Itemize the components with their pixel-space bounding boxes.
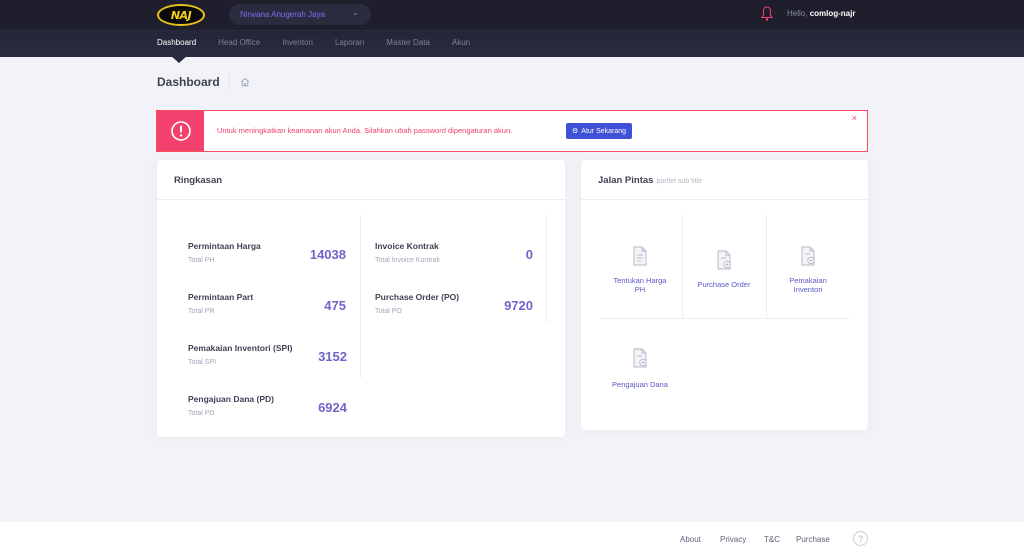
stat-value: 9720: [504, 298, 533, 313]
summary-divider-right: [546, 215, 547, 323]
shortcut-divider: [766, 215, 767, 318]
footer-tnc-link[interactable]: T&C: [764, 535, 780, 544]
title-separator: [229, 72, 230, 92]
user-greeting[interactable]: Hello, comlog-najr: [787, 9, 855, 18]
alert-icon-box: [157, 111, 204, 151]
stat-value: 3152: [318, 349, 347, 364]
summary-card: Ringkasan Permintaan Harga Total PH 1403…: [157, 160, 565, 437]
set-now-label: Atur Sekarang: [581, 127, 627, 135]
company-select-value: Nirwana Anugerah Jaya: [240, 10, 325, 19]
set-now-button[interactable]: ⚙ Atur Sekarang: [566, 123, 633, 139]
stat-sub: Total PR: [188, 308, 215, 315]
stat-pemakaian-inventori[interactable]: Pemakaian Inventori (SPI) Total SPI 3152: [188, 343, 347, 371]
shortcut-label: Pengajuan Dana: [598, 380, 682, 389]
shortcuts-title: Jalan Pintas portlet sub title: [598, 175, 702, 186]
stat-invoice-kontrak[interactable]: Invoice Kontrak Total Invoice Kontrak 0: [375, 241, 533, 269]
chevron-down-icon: ⌄: [352, 8, 359, 17]
shortcut-label: Tentukan Harga PH: [598, 276, 682, 294]
nav-head-office[interactable]: Head Office: [218, 38, 261, 47]
shortcut-label-line1: Purchase Order: [697, 280, 751, 289]
document-add-icon: [717, 250, 731, 270]
stat-label: Pengajuan Dana (PD): [188, 394, 274, 404]
shortcut-label: Purchase Order: [682, 280, 766, 289]
summary-title: Ringkasan: [174, 175, 223, 186]
shortcut-tentukan-harga[interactable]: Tentukan Harga PH: [598, 216, 682, 318]
shortcut-label-line1: Pengajuan Dana: [612, 380, 668, 389]
stat-pengajuan-dana[interactable]: Pengajuan Dana (PD) Total PD 6924: [188, 394, 347, 422]
username: comlog-najr: [809, 9, 856, 18]
active-nav-indicator: [170, 55, 188, 63]
stat-permintaan-harga[interactable]: Permintaan Harga Total PH 14038: [188, 241, 346, 269]
stat-label: Permintaan Harga: [188, 241, 261, 251]
shortcut-purchase-order[interactable]: Purchase Order: [682, 216, 766, 318]
stat-sub: Total PH: [188, 257, 215, 264]
page-title: Dashboard: [157, 75, 220, 89]
stat-value: 6924: [318, 400, 347, 415]
brand-logo[interactable]: NAJ: [157, 4, 205, 26]
footer: About Privacy T&C Purchase ?: [0, 522, 1024, 556]
stat-permintaan-part[interactable]: Permintaan Part Total PR 475: [188, 292, 346, 320]
alert-message: Untuk meningkatkan keamanan akun Anda. S…: [217, 126, 513, 135]
shortcut-label-line1: Pemakaian: [789, 276, 827, 285]
home-icon[interactable]: [240, 77, 250, 87]
greeting-text: Hello,: [787, 9, 808, 18]
footer-purchase-link[interactable]: Purchase: [796, 535, 830, 544]
stat-sub: Total Invoice Kontrak: [375, 257, 440, 264]
document-add-icon: [801, 246, 815, 266]
stat-label: Pemakaian Inventori (SPI): [188, 343, 293, 353]
shortcuts-card-header: Jalan Pintas portlet sub title: [581, 160, 868, 200]
main-nav: Dashboard Head Office Inventori Laporan …: [157, 38, 492, 47]
stat-sub: Total PO: [375, 308, 402, 315]
shortcut-label-line1: Tentukan Harga: [613, 276, 667, 285]
document-add-icon: [633, 348, 647, 368]
notification-bell-icon[interactable]: [761, 6, 773, 22]
shortcut-label: Pemakaian Inventori: [766, 276, 850, 294]
stat-value: 14038: [309, 247, 346, 262]
shortcut-divider: [600, 318, 850, 319]
stat-purchase-order[interactable]: Purchase Order (PO) Total PO 9720: [375, 292, 533, 320]
nav-laporan[interactable]: Laporan: [334, 38, 365, 47]
stat-value: 475: [324, 298, 346, 313]
summary-divider: [360, 215, 361, 378]
shortcut-divider: [682, 215, 683, 318]
nav-akun[interactable]: Akun: [451, 38, 471, 47]
shortcut-label-line2: PH: [634, 285, 646, 294]
warning-icon: [170, 121, 191, 141]
header-nav-bar: [0, 30, 1024, 57]
nav-master-data[interactable]: Master Data: [386, 38, 430, 47]
security-alert: Untuk meningkatkan keamanan akun Anda. S…: [156, 110, 868, 152]
stat-sub: Total PD: [188, 410, 215, 417]
summary-card-header: Ringkasan: [157, 160, 565, 200]
stat-value: 0: [525, 247, 533, 262]
nav-inventori[interactable]: Inventori: [282, 38, 313, 47]
document-list-icon: [633, 246, 647, 266]
shortcut-label-line2: Inventori: [793, 285, 823, 294]
stat-label: Purchase Order (PO): [375, 292, 460, 302]
help-icon[interactable]: ?: [853, 531, 868, 546]
header-top-bar: NAJ Nirwana Anugerah Jaya ⌄ Hello, comlo…: [0, 0, 1024, 30]
stat-label: Invoice Kontrak: [375, 241, 439, 251]
close-icon[interactable]: ×: [851, 113, 857, 123]
shortcut-pemakaian-inventori[interactable]: Pemakaian Inventori: [766, 216, 850, 318]
shortcut-pengajuan-dana[interactable]: Pengajuan Dana: [598, 318, 682, 420]
stat-sub: Total SPI: [188, 359, 217, 366]
nav-dashboard[interactable]: Dashboard: [157, 38, 197, 47]
top-header: NAJ Nirwana Anugerah Jaya ⌄ Hello, comlo…: [0, 0, 1024, 57]
gear-icon: ⚙: [572, 128, 579, 135]
footer-privacy-link[interactable]: Privacy: [720, 535, 747, 544]
shortcuts-title-text: Jalan Pintas: [598, 175, 654, 186]
company-select[interactable]: Nirwana Anugerah Jaya ⌄: [229, 4, 371, 25]
brand-logo-text: NAJ: [170, 8, 192, 22]
footer-about-link[interactable]: About: [680, 535, 701, 544]
shortcuts-card: Jalan Pintas portlet sub title Tentukan H…: [581, 160, 868, 430]
shortcuts-subtitle: portlet sub title: [656, 178, 702, 185]
stat-label: Permintaan Part: [188, 292, 254, 302]
